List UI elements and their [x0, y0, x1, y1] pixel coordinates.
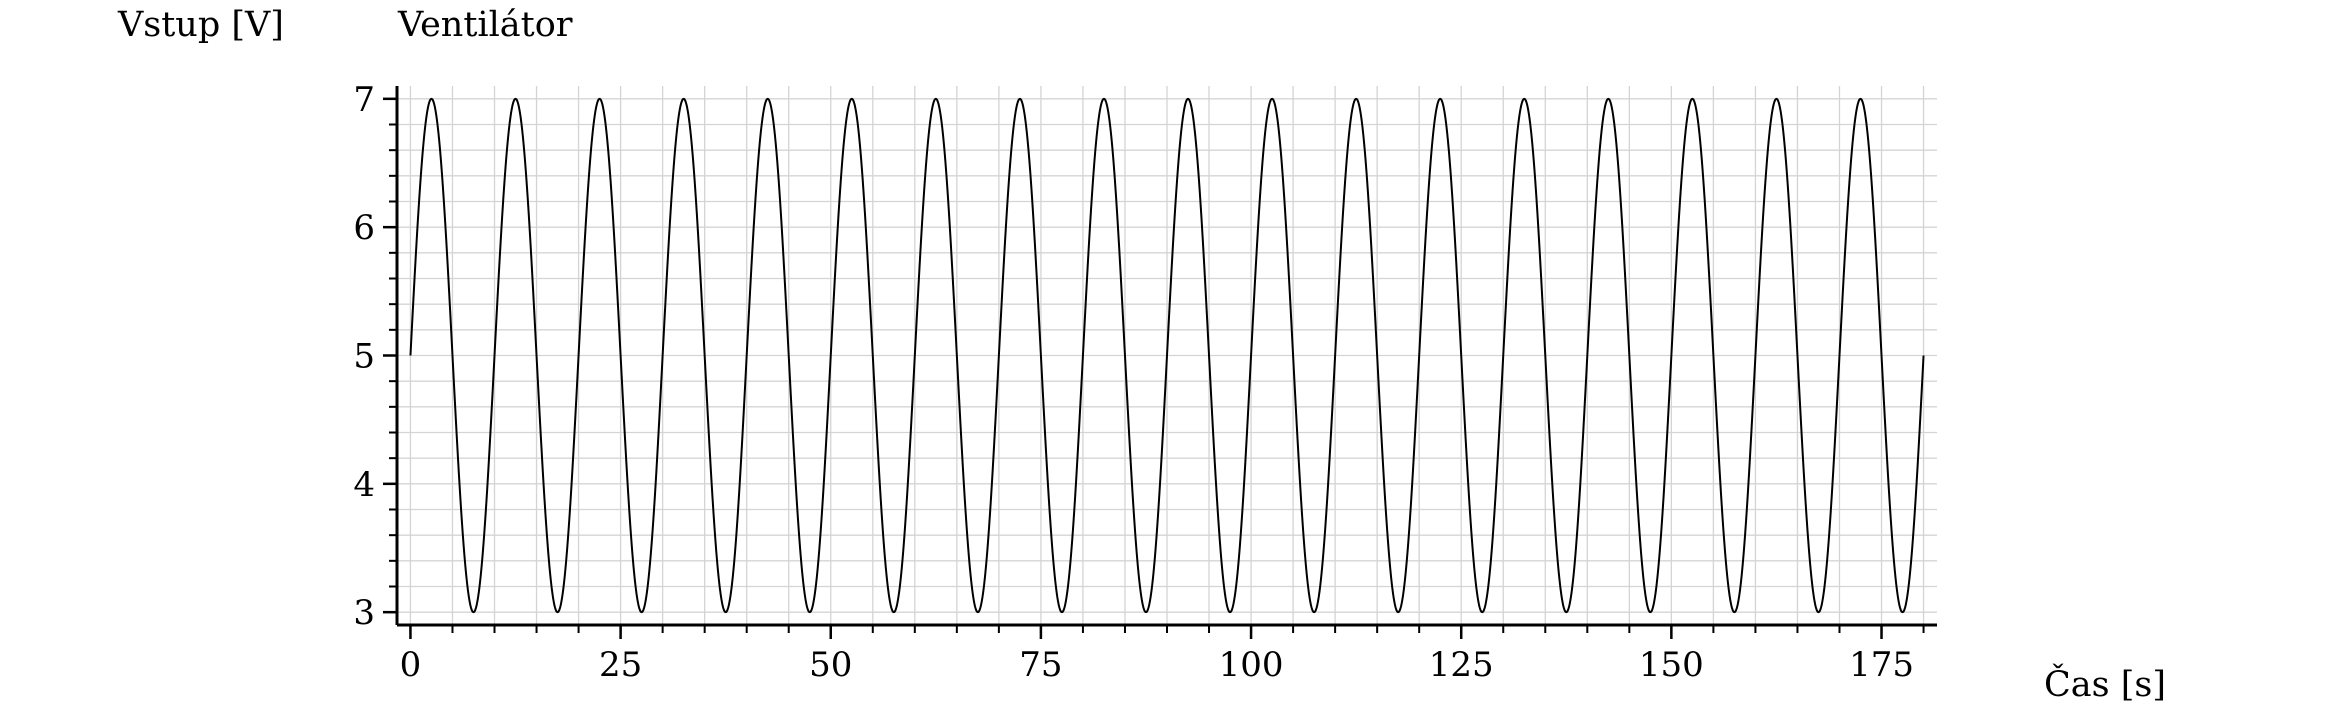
x-tick-label: 25 — [599, 645, 642, 685]
x-tick-label: 50 — [809, 645, 852, 685]
y-tick-label: 7 — [353, 80, 375, 120]
x-tick-label: 75 — [1019, 645, 1062, 685]
x-tick-label: 150 — [1639, 645, 1704, 685]
x-tick-label: 0 — [400, 645, 422, 685]
y-tick-label: 5 — [353, 337, 375, 377]
x-tick-label: 175 — [1849, 645, 1914, 685]
y-tick-label: 4 — [353, 465, 375, 505]
x-tick-label: 125 — [1429, 645, 1494, 685]
y-tick-label: 6 — [353, 208, 375, 248]
y-tick-label: 3 — [353, 593, 375, 633]
y-axis-label: Vstup [V] — [117, 5, 284, 45]
chart-ticks: 0 25 50 75 100 125 150 175 3 4 5 6 7 — [353, 80, 1925, 685]
x-tick-label: 100 — [1219, 645, 1284, 685]
chart-series — [409, 97, 1925, 614]
series-line — [409, 97, 1925, 614]
x-axis-label: Čas [s] — [2044, 663, 2166, 705]
chart-title: Ventilátor — [397, 5, 573, 45]
